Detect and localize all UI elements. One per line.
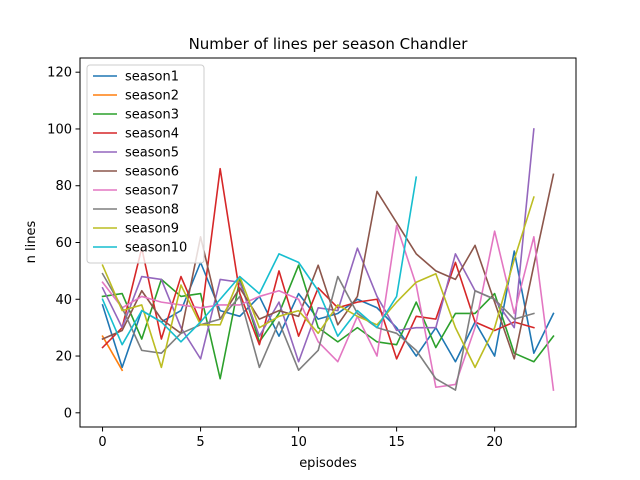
legend-label-season8: season8 — [125, 203, 179, 218]
y-tick-label: 20 — [55, 350, 72, 365]
legend-label-season3: season3 — [125, 108, 179, 123]
series-line-season9 — [101, 196, 535, 369]
y-tick-label: 100 — [47, 122, 72, 137]
x-tick-label: 5 — [196, 435, 204, 450]
axis-ticks: 0 5 10 15 20 0 20 40 60 80 100 120 — [47, 66, 503, 450]
x-tick-label: 15 — [388, 435, 405, 450]
y-tick-label: 0 — [64, 406, 72, 421]
series-line-season4 — [101, 167, 535, 360]
legend-label-season1: season1 — [125, 70, 179, 85]
legend-label-season7: season7 — [125, 184, 179, 199]
legend-label-season10: season10 — [125, 241, 187, 256]
axes-frame — [79, 57, 577, 428]
plot-area — [101, 128, 555, 391]
x-tick-label: 20 — [486, 435, 503, 450]
y-tick-label: 120 — [47, 66, 72, 81]
y-axis-label: n lines — [24, 220, 39, 263]
legend: season1 season2 season3 season4 season5 seaso… — [86, 64, 205, 264]
legend-label-season6: season6 — [125, 165, 179, 180]
chart-title: Number of lines per season Chandler — [189, 35, 469, 53]
x-tick-label: 0 — [98, 435, 106, 450]
series-line-season2 — [101, 335, 124, 372]
legend-label-season5: season5 — [125, 146, 179, 161]
legend-label-season2: season2 — [125, 89, 179, 104]
series-line-season8 — [101, 272, 535, 391]
x-axis-label: episodes — [299, 456, 357, 471]
y-tick-label: 80 — [55, 179, 72, 194]
x-tick-label: 10 — [290, 435, 307, 450]
y-tick-label: 60 — [55, 236, 72, 251]
legend-label-season4: season4 — [125, 127, 179, 142]
legend-label-season9: season9 — [125, 222, 179, 237]
series-line-season6 — [101, 173, 555, 360]
series-line-season10 — [101, 176, 418, 346]
y-tick-label: 40 — [55, 293, 72, 308]
series-line-season7 — [101, 224, 555, 391]
